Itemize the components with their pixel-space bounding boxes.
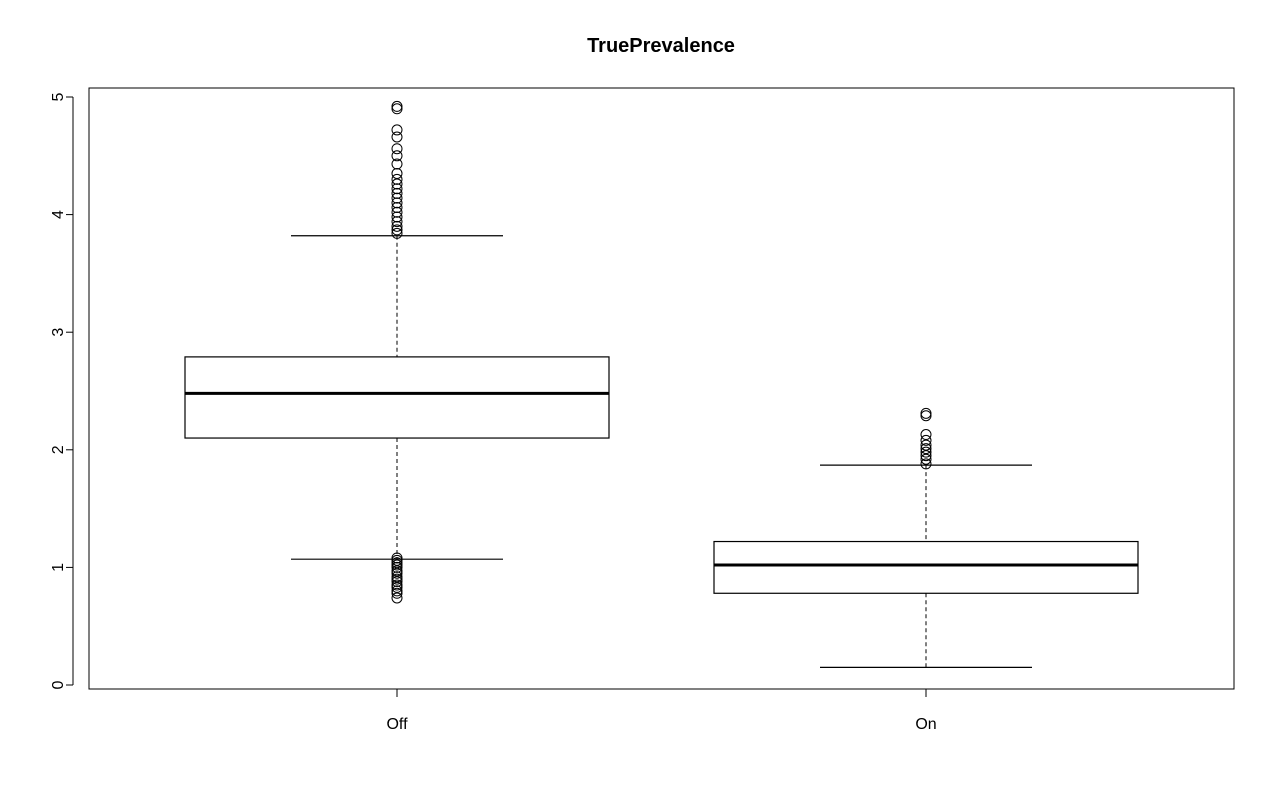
outlier-point — [391, 585, 403, 597]
outlier-point — [391, 211, 403, 223]
outlier-point — [391, 227, 403, 239]
outlier-point — [391, 150, 403, 162]
outlier-point — [391, 167, 403, 179]
x-axis: Off On — [386, 688, 937, 733]
chart-title: TruePrevalence — [587, 35, 735, 57]
outlier-point — [391, 571, 403, 583]
outlier-point — [391, 559, 403, 571]
outlier-point — [920, 458, 932, 470]
outlier-point — [391, 576, 403, 588]
outlier-point — [391, 573, 403, 585]
outlier-point — [391, 567, 403, 579]
outlier-point — [391, 587, 403, 599]
y-tick-label: 3 — [50, 328, 67, 337]
outlier-point — [391, 579, 403, 591]
outlier-point — [391, 178, 403, 190]
outlier-point — [391, 592, 403, 604]
outlier-point — [920, 446, 932, 458]
outlier-point — [391, 565, 403, 577]
outlier-point — [391, 124, 403, 136]
x-tick-label: Off — [386, 716, 408, 733]
outlier-point — [391, 183, 403, 195]
outlier-point — [391, 554, 403, 566]
x-tick-label: On — [915, 716, 936, 733]
iqr-box — [184, 356, 610, 439]
y-tick-label: 1 — [50, 563, 67, 572]
outlier-point — [391, 557, 403, 569]
outlier-point — [920, 434, 932, 446]
outlier-point — [391, 197, 403, 209]
outlier-point — [391, 216, 403, 228]
outlier-point — [391, 202, 403, 214]
outlier-point — [391, 103, 403, 115]
outlier-point — [391, 131, 403, 143]
outlier-point — [391, 206, 403, 218]
y-tick-label: 2 — [50, 445, 67, 454]
outlier-point — [391, 173, 403, 185]
outlier-point — [391, 158, 403, 170]
outlier-point — [920, 439, 932, 451]
outlier-point — [391, 581, 403, 593]
outlier-point — [920, 450, 932, 462]
iqr-box — [713, 540, 1139, 594]
box-off — [184, 100, 610, 604]
y-tick-label: 5 — [50, 92, 67, 101]
y-tick-label: 0 — [50, 680, 67, 689]
y-tick-label: 4 — [50, 210, 67, 219]
outlier-point — [391, 552, 403, 564]
outlier-point — [920, 410, 932, 422]
outlier-point — [391, 143, 403, 155]
outlier-point — [391, 187, 403, 199]
outlier-point — [391, 100, 403, 112]
outlier-point — [391, 224, 403, 236]
outlier-point — [920, 443, 932, 455]
outlier-point — [920, 453, 932, 465]
plot-frame — [88, 87, 1235, 690]
outlier-point — [391, 192, 403, 204]
outlier-point — [920, 429, 932, 441]
box-on — [713, 407, 1139, 668]
outlier-point — [920, 407, 932, 419]
y-axis: 0 1 2 3 4 5 — [50, 92, 74, 689]
outlier-point — [391, 561, 403, 573]
outlier-point — [391, 220, 403, 232]
box-group — [184, 100, 1139, 668]
